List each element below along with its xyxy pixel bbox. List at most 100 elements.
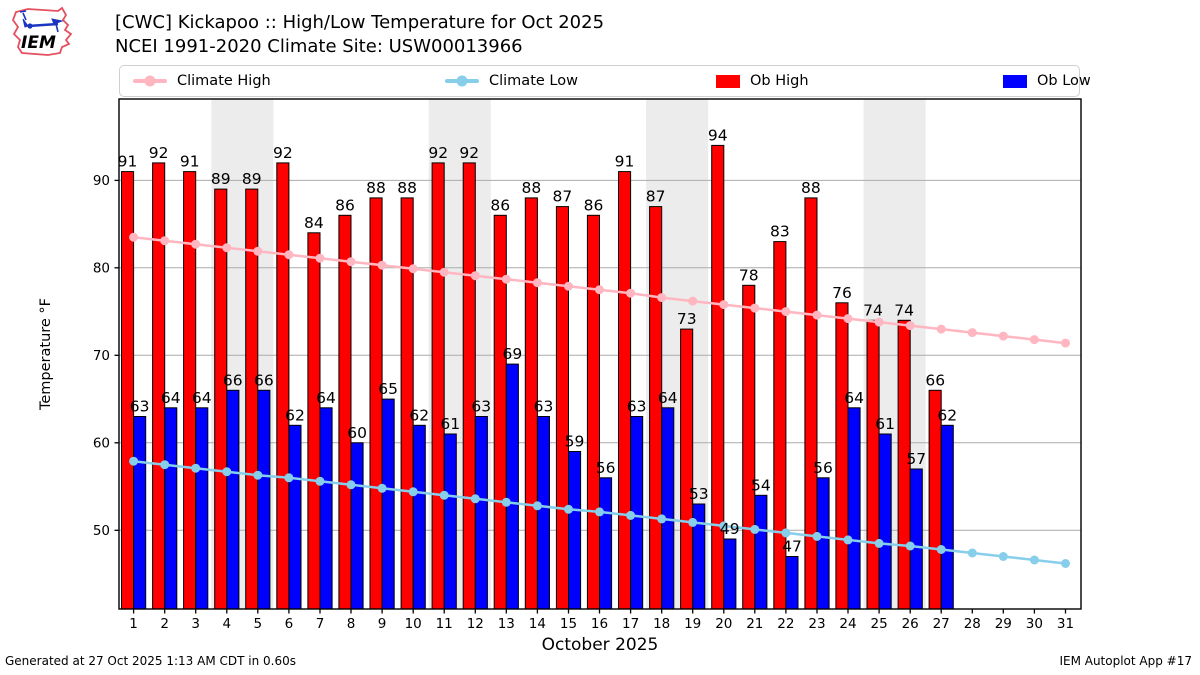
climate-low-marker <box>315 476 325 486</box>
ob-high-bar <box>338 214 352 610</box>
ob-low-bar <box>661 407 675 610</box>
ob-high-value-label: 73 <box>677 310 697 328</box>
ob-low-value-label: 64 <box>161 389 181 407</box>
iem-logo-text: IEM <box>21 33 56 53</box>
x-tick-label: 13 <box>498 616 515 632</box>
ob-low-bar <box>536 416 551 610</box>
legend-label: Ob High <box>750 73 809 89</box>
climate-high-line-swatch <box>133 75 167 87</box>
ob-high-bar <box>742 284 756 610</box>
climate-high-marker <box>905 321 915 331</box>
ob-low-bar <box>505 363 519 610</box>
x-tick-label: 8 <box>347 616 356 632</box>
x-tick-label: 6 <box>285 616 294 632</box>
legend-item-ob-low: Ob Low <box>1003 65 1091 97</box>
ob-high-value-label: 83 <box>770 223 790 241</box>
x-tick-label: 22 <box>777 616 794 632</box>
climate-low-marker <box>595 507 604 517</box>
climate-high-marker <box>408 264 418 274</box>
climate-low-marker <box>967 548 977 558</box>
x-tick-label: 7 <box>316 616 325 632</box>
ob-high-bar <box>400 197 414 610</box>
ob-low-value-label: 66 <box>254 371 274 389</box>
iem-logo: IEM <box>8 3 80 61</box>
ob-low-value-label: 59 <box>565 433 585 451</box>
climate-low-line-swatch <box>445 75 479 87</box>
climate-low-marker <box>905 541 915 551</box>
ob-low-value-label: 62 <box>285 406 305 424</box>
x-tick-label: 14 <box>529 616 546 632</box>
ob-high-value-label: 88 <box>801 179 821 197</box>
ob-high-value-label: 91 <box>615 153 635 171</box>
ob-low-bar <box>754 494 768 610</box>
ob-high-bar <box>431 162 445 610</box>
climate-high-marker <box>222 243 232 253</box>
ob-high-value-label: 88 <box>397 179 417 197</box>
chart-title-block: [CWC] Kickapoo :: High/Low Temperature f… <box>115 11 604 59</box>
climate-low-marker <box>843 535 853 545</box>
ob-low-bar <box>288 424 302 610</box>
climate-low-marker <box>812 531 822 541</box>
x-tick-label: 23 <box>808 616 825 632</box>
x-tick-label: 9 <box>378 616 387 632</box>
climate-low-marker <box>719 521 729 531</box>
climate-high-marker <box>626 288 636 298</box>
ob-low-value-label: 62 <box>409 406 429 424</box>
climate-low-marker <box>657 514 667 524</box>
ob-high-value-label: 74 <box>863 301 883 319</box>
ob-low-value-label: 56 <box>596 459 616 477</box>
climate-high-marker <box>998 331 1008 341</box>
ob-low-bar <box>940 424 954 610</box>
ob-high-value-label: 92 <box>149 144 169 162</box>
ob-low-bar <box>257 389 271 610</box>
y-tick-label: 60 <box>93 436 110 452</box>
climate-high-marker <box>595 285 604 295</box>
x-tick-label: 18 <box>653 616 670 632</box>
ob-high-value-label: 87 <box>646 188 666 206</box>
ob-low-bar <box>226 389 240 610</box>
ob-high-bar <box>493 214 507 610</box>
ob-high-bar <box>214 188 228 610</box>
legend-label: Ob Low <box>1037 73 1091 89</box>
climate-low-marker <box>998 552 1008 561</box>
climate-low-marker <box>688 517 698 527</box>
climate-low-marker <box>874 538 884 548</box>
ob-high-bar <box>276 162 290 610</box>
climate-high-marker <box>1029 335 1039 345</box>
ob-low-value-label: 60 <box>347 424 367 442</box>
ob-low-bar <box>599 477 613 610</box>
autoplot-app-ref: IEM Autoplot App #17 <box>1059 654 1192 668</box>
weather-vane-icon <box>19 10 64 33</box>
climate-high-marker <box>843 314 853 324</box>
ob-high-bar <box>586 214 601 610</box>
ob-low-bar <box>909 468 923 610</box>
ob-low-swatch <box>1003 74 1027 88</box>
ob-low-bar <box>133 416 147 610</box>
ob-high-value-label: 88 <box>522 179 542 197</box>
legend-item-climate-high: Climate High <box>133 65 271 97</box>
ob-high-value-label: 92 <box>273 144 293 162</box>
x-tick-label: 19 <box>684 616 701 632</box>
x-tick-label: 17 <box>622 616 639 632</box>
ob-high-swatch <box>716 74 740 88</box>
climate-high-marker <box>377 260 387 270</box>
climate-high-marker <box>284 250 294 260</box>
x-tick-label: 31 <box>1057 616 1074 632</box>
generated-timestamp: Generated at 27 Oct 2025 1:13 AM CDT in … <box>5 654 296 668</box>
ob-high-value-label: 88 <box>366 179 386 197</box>
ob-low-bar <box>474 416 488 610</box>
x-tick-label: 1 <box>129 616 138 632</box>
climate-low-marker <box>750 524 760 534</box>
ob-high-bar <box>680 328 694 610</box>
ob-high-value-label: 92 <box>459 144 479 162</box>
iem-logo-graphic: IEM <box>11 6 73 56</box>
ob-high-value-label: 66 <box>925 371 945 389</box>
ob-low-value-label: 61 <box>875 415 895 433</box>
ob-high-bar <box>462 162 476 610</box>
x-tick-label: 3 <box>191 616 200 632</box>
y-tick-label: 80 <box>93 261 110 277</box>
ob-high-bar <box>369 197 383 610</box>
ob-high-bar <box>711 144 725 610</box>
x-tick-label: 12 <box>467 616 484 632</box>
ob-low-bar <box>723 538 737 610</box>
